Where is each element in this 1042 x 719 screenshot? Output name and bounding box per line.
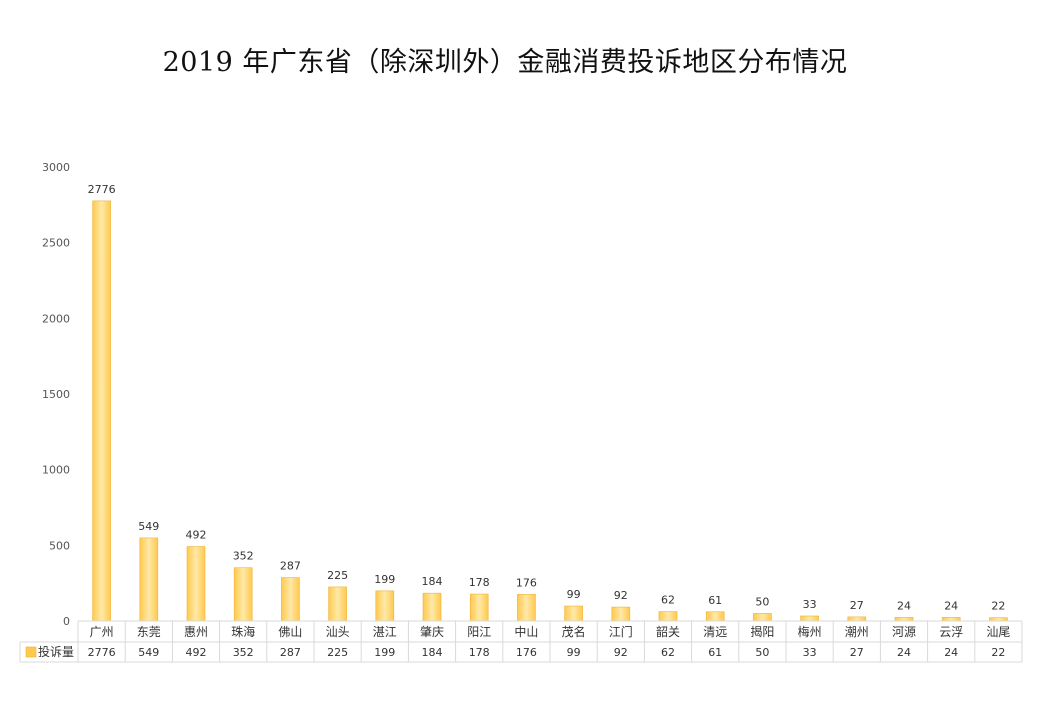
- y-tick-label: 3000: [42, 161, 70, 174]
- bar-清远: [705, 611, 725, 622]
- table-cell-value: 225: [327, 646, 348, 659]
- x-tick-label: 汕头: [326, 625, 350, 639]
- data-label-江门: 92: [614, 589, 628, 602]
- x-tick-label: 东莞: [137, 625, 161, 639]
- table-cell-value: 24: [897, 646, 911, 659]
- table-cell-value: 33: [803, 646, 817, 659]
- x-tick-label: 汕尾: [986, 625, 1010, 639]
- data-label-梅州: 33: [803, 598, 817, 611]
- bar-珠海: [233, 567, 253, 622]
- x-tick-label: 韶关: [656, 624, 680, 639]
- data-label-湛江: 199: [374, 573, 395, 586]
- x-tick-label: 珠海: [231, 624, 255, 639]
- data-label-中山: 176: [516, 576, 537, 589]
- bar-肇庆: [422, 592, 442, 622]
- x-tick-label: 清远: [703, 625, 727, 639]
- data-labels-group: 2776 549 492 352 287 225 199 184 178 176 99 92 62 61 5…: [88, 183, 1006, 613]
- legend-swatch: [25, 646, 37, 658]
- x-tick-label: 湛江: [373, 625, 397, 639]
- table-cell-value: 24: [944, 646, 958, 659]
- data-label-阳江: 178: [469, 576, 490, 589]
- x-tick-label: 中山: [514, 624, 538, 639]
- x-tick-label: 揭阳: [750, 624, 774, 639]
- x-tick-label: 云浮: [939, 625, 963, 639]
- bar-东莞: [139, 537, 159, 622]
- x-tick-label: 惠州: [184, 625, 208, 639]
- bar-中山: [517, 594, 536, 622]
- data-label-佛山: 287: [280, 560, 301, 573]
- table-cell-value: 2776: [88, 646, 116, 659]
- bar-汕头: [328, 586, 347, 622]
- data-label-河源: 24: [897, 599, 911, 612]
- x-tick-label: 江门: [609, 624, 633, 639]
- bar-惠州: [186, 546, 206, 622]
- bar-江门: [611, 606, 631, 622]
- bar-韶关: [658, 611, 678, 622]
- y-tick-label: 500: [49, 539, 70, 552]
- x-tick-label: 阳江: [467, 625, 491, 639]
- bar-湛江: [375, 590, 395, 622]
- table-cell-value: 22: [991, 646, 1005, 659]
- y-tick-label: 1000: [42, 464, 70, 477]
- x-tick-label: 茂名: [562, 624, 586, 639]
- bar-佛山: [281, 577, 300, 622]
- bar-梅州: [800, 615, 819, 622]
- chart-title: 2019 年广东省（除深圳外）金融消费投诉地区分布情况: [162, 47, 848, 78]
- data-label-肇庆: 184: [422, 575, 443, 588]
- x-tick-label: 梅州: [798, 624, 822, 639]
- table-cell-value: 492: [186, 646, 207, 659]
- legend-label: 投诉量: [38, 644, 74, 659]
- y-tick-label: 1500: [42, 388, 70, 401]
- data-table: 广州 2776 东莞 549 惠州 492 珠海 352 佛山 287 汕头 225 湛江 199 肇庆 18…: [19, 620, 1023, 663]
- x-tick-label: 肇庆: [420, 624, 444, 639]
- data-label-汕头: 225: [327, 569, 348, 582]
- data-label-广州: 2776: [88, 183, 116, 196]
- bar-河源: [894, 617, 914, 622]
- table-cell-value: 184: [422, 646, 443, 659]
- table-cell-value: 99: [567, 646, 581, 659]
- table-cell-value: 178: [469, 646, 490, 659]
- y-tick-label: 2000: [42, 312, 70, 325]
- y-axis: 0 500 1000 1500 2000 2500 3000: [42, 161, 70, 628]
- data-label-韶关: 62: [661, 594, 675, 607]
- bars-group: [92, 200, 1008, 622]
- data-label-潮州: 27: [850, 599, 864, 612]
- table-cell-value: 352: [233, 646, 254, 659]
- table-cell-value: 62: [661, 646, 675, 659]
- data-label-清远: 61: [708, 594, 722, 607]
- x-tick-label: 潮州: [845, 624, 869, 639]
- x-tick-label: 广州: [90, 625, 114, 639]
- table-cell-value: 27: [850, 646, 864, 659]
- bar-广州: [92, 200, 111, 622]
- table-cell-value: 287: [280, 646, 301, 659]
- bar-云浮: [941, 617, 961, 622]
- table-cell-value: 199: [374, 646, 395, 659]
- data-label-珠海: 352: [233, 550, 254, 563]
- data-label-东莞: 549: [138, 520, 159, 533]
- bar-揭阳: [753, 613, 772, 622]
- table-cell-value: 92: [614, 646, 628, 659]
- table-cell-value: 176: [516, 646, 537, 659]
- data-label-茂名: 99: [567, 588, 581, 601]
- bar-阳江: [469, 593, 489, 622]
- table-cell-value: 61: [708, 646, 722, 659]
- y-tick-label: 2500: [42, 237, 70, 250]
- table-cell-value: 50: [755, 646, 769, 659]
- bar-潮州: [847, 616, 867, 622]
- data-label-揭阳: 50: [755, 595, 769, 608]
- data-label-惠州: 492: [186, 529, 207, 542]
- data-label-汕尾: 22: [991, 600, 1005, 613]
- x-tick-label: 佛山: [278, 625, 302, 639]
- data-label-云浮: 24: [944, 599, 958, 612]
- table-cell-value: 549: [138, 646, 159, 659]
- bar-茂名: [564, 605, 583, 622]
- y-tick-label: 0: [63, 615, 70, 628]
- x-tick-label: 河源: [892, 625, 916, 639]
